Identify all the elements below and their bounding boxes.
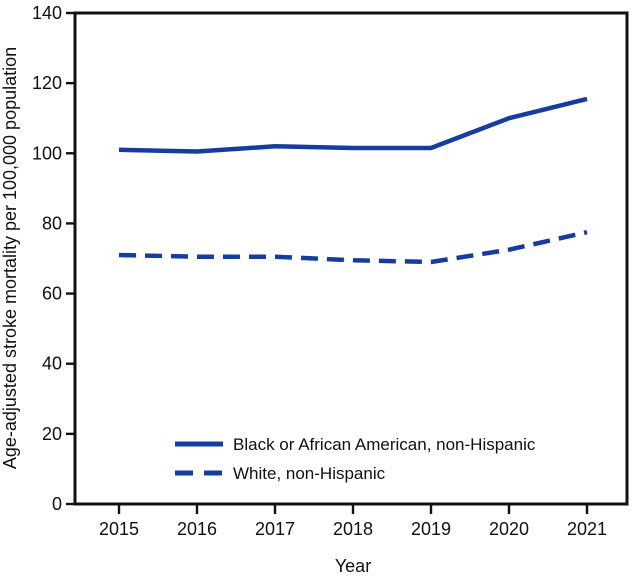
y-tick-label: 60 bbox=[42, 284, 62, 304]
x-tick-label: 2015 bbox=[99, 519, 139, 539]
y-tick-label: 80 bbox=[42, 213, 62, 233]
legend-label-black-non-hispanic: Black or African American, non-Hispanic bbox=[233, 435, 536, 454]
x-tick-label: 2021 bbox=[567, 519, 607, 539]
legend: Black or African American, non-Hispanic … bbox=[175, 435, 536, 483]
x-tick-label: 2017 bbox=[255, 519, 295, 539]
y-axis-title: Age-adjusted stroke mortality per 100,00… bbox=[0, 47, 20, 469]
series-line-1-dashed bbox=[118, 230, 588, 265]
x-tick-label: 2016 bbox=[177, 519, 217, 539]
series-line-0-solid bbox=[118, 96, 588, 154]
x-tick-label: 2019 bbox=[411, 519, 451, 539]
y-tick-label: 20 bbox=[42, 424, 62, 444]
x-axis-title: Year bbox=[335, 556, 371, 576]
y-tick-label: 140 bbox=[32, 3, 62, 23]
plot-frame bbox=[73, 11, 629, 506]
x-tick-label: 2020 bbox=[489, 519, 529, 539]
y-tick-label: 100 bbox=[32, 143, 62, 163]
y-tick-label: 0 bbox=[52, 494, 62, 514]
y-tick-label: 40 bbox=[42, 354, 62, 374]
legend-label-white-non-hispanic: White, non-Hispanic bbox=[233, 464, 386, 483]
x-tick-label: 2018 bbox=[333, 519, 373, 539]
y-tick-label: 120 bbox=[32, 73, 62, 93]
